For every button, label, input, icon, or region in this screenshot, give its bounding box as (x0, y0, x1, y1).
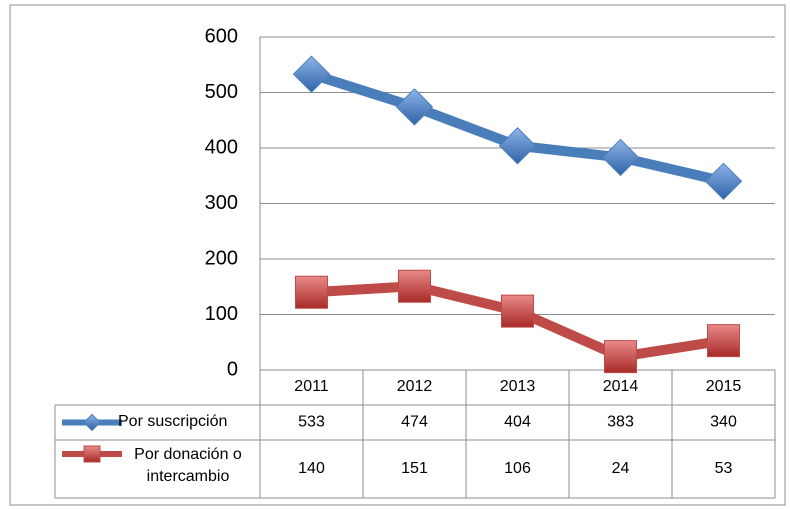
x-tick-label: 2015 (706, 378, 742, 395)
data-label: 24 (612, 460, 630, 477)
x-tick-label: 2013 (500, 378, 536, 395)
y-tick-label: 100 (205, 303, 238, 325)
marker (395, 88, 434, 126)
marker (604, 340, 637, 374)
data-label: 106 (504, 460, 531, 477)
marker (498, 127, 537, 165)
y-tick-label: 600 (205, 25, 238, 47)
x-tick-label: 2012 (397, 378, 433, 395)
y-tick-label: 500 (205, 81, 238, 103)
marker (601, 138, 640, 177)
legend-label: Por suscripción (118, 413, 228, 430)
y-tick-label: 400 (205, 136, 238, 158)
legend-text: Por suscripción (118, 413, 228, 430)
marker (707, 324, 740, 358)
y-tick-label: 200 (205, 247, 238, 269)
data-label: 340 (710, 414, 737, 431)
y-tick-label: 0 (227, 358, 238, 380)
data-label: 140 (298, 460, 325, 477)
legend-text: Por donación o intercambio (134, 446, 242, 485)
marker (295, 275, 328, 309)
data-label: 474 (401, 414, 428, 431)
x-tick-label: 2014 (603, 378, 639, 395)
marker (83, 413, 101, 432)
data-label: 533 (298, 414, 325, 431)
frame (9, 4, 786, 506)
marker (398, 269, 431, 303)
marker (501, 294, 534, 328)
data-label: 53 (715, 460, 733, 477)
marker (704, 162, 743, 201)
legend-label: Por donación o intercambio (134, 446, 242, 485)
data-label: 383 (607, 414, 634, 431)
data-label: 151 (401, 460, 428, 477)
marker (292, 55, 331, 93)
marker (83, 445, 101, 463)
x-tick-label: 2011 (294, 378, 329, 395)
y-tick-label: 300 (205, 192, 238, 214)
data-label: 404 (504, 414, 531, 431)
